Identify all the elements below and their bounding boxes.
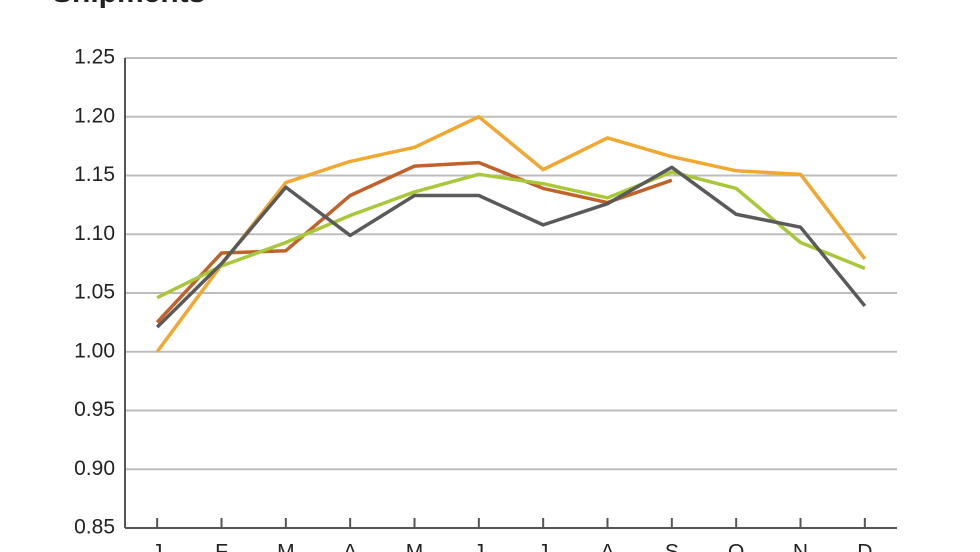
series-line [155, 115, 867, 353]
series-line [155, 160, 673, 324]
x-tick-label: J [474, 540, 485, 552]
x-tick-label: M [277, 540, 295, 552]
y-tick-label: 1.10 [74, 222, 115, 245]
y-tick-label: 1.15 [74, 163, 115, 186]
x-tick-label: F [215, 540, 228, 552]
series-line [155, 165, 867, 329]
y-tick-label: 1.05 [74, 281, 115, 304]
x-tick-label: A [600, 540, 614, 552]
x-tick-label: N [793, 540, 808, 552]
x-tick-label: J [152, 540, 163, 552]
x-tick-label: D [857, 540, 872, 552]
x-tick-label: S [665, 540, 679, 552]
y-tick-label: 1.20 [74, 104, 115, 127]
x-tick-label: M [406, 540, 424, 552]
chart-title: Shipments [52, 0, 205, 9]
y-tick-label: 1.25 [74, 46, 115, 69]
x-tick-label: J [538, 540, 549, 552]
y-tick-label: 1.00 [74, 339, 115, 362]
x-tick-label: A [343, 540, 357, 552]
y-tick-label: 0.90 [74, 457, 115, 480]
y-tick-label: 0.85 [74, 516, 115, 539]
series-line [156, 170, 866, 300]
x-tick-label: O [728, 540, 744, 552]
y-tick-label: 0.95 [74, 398, 115, 421]
